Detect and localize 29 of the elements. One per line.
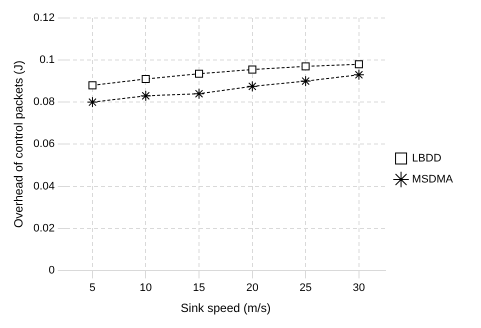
x-tick-label: 5 bbox=[89, 282, 96, 294]
point bbox=[142, 74, 150, 84]
x-tick-label: 15 bbox=[192, 282, 206, 294]
point bbox=[300, 76, 312, 87]
y-axis-title: Overhead of control packets (J) bbox=[12, 60, 26, 228]
y-tick-label: 0 bbox=[48, 264, 55, 276]
x-tick-label: 25 bbox=[299, 282, 312, 294]
point bbox=[194, 88, 205, 100]
y-tick-label: 0.04 bbox=[33, 180, 55, 192]
point bbox=[353, 69, 364, 80]
point bbox=[88, 81, 96, 90]
x-tick-label: 10 bbox=[140, 282, 152, 294]
point bbox=[354, 60, 363, 68]
point bbox=[195, 70, 204, 78]
legend-label: MSDMA bbox=[412, 174, 454, 186]
legend-label: LBDD bbox=[412, 152, 442, 165]
x-axis-title: Sink speed (m/s) bbox=[180, 301, 271, 316]
point bbox=[248, 65, 256, 74]
point bbox=[246, 80, 258, 92]
point bbox=[140, 90, 152, 102]
y-tick-label: 0.02 bbox=[33, 222, 55, 234]
x-tick-label: 20 bbox=[246, 282, 258, 294]
y-tick-label: 0.12 bbox=[33, 12, 55, 24]
y-tick-label: 0.08 bbox=[33, 96, 55, 108]
point bbox=[86, 96, 98, 108]
y-tick-label: 0.1 bbox=[40, 54, 55, 66]
y-tick-label: 0.06 bbox=[33, 138, 55, 150]
point bbox=[302, 62, 310, 70]
x-tick-label: 30 bbox=[352, 282, 366, 294]
